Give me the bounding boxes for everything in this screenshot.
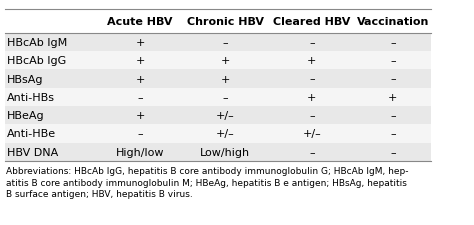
Text: +: + — [135, 56, 145, 66]
Text: +: + — [135, 38, 145, 48]
Text: –: – — [390, 147, 396, 157]
Text: –: – — [390, 129, 396, 139]
Text: –: – — [309, 147, 315, 157]
FancyBboxPatch shape — [5, 52, 431, 70]
Text: Abbreviations: HBcAb IgG, hepatitis B core antibody immunoglobulin G; HBcAb IgM,: Abbreviations: HBcAb IgG, hepatitis B co… — [6, 167, 408, 198]
Text: –: – — [390, 38, 396, 48]
Text: –: – — [137, 129, 143, 139]
Text: Vaccination: Vaccination — [357, 17, 429, 27]
FancyBboxPatch shape — [5, 143, 431, 161]
Text: –: – — [390, 56, 396, 66]
FancyBboxPatch shape — [5, 70, 431, 88]
Text: HBeAg: HBeAg — [7, 111, 45, 121]
Text: +: + — [135, 74, 145, 84]
Text: HBcAb IgG: HBcAb IgG — [7, 56, 66, 66]
Text: +: + — [307, 92, 317, 102]
Text: Acute HBV: Acute HBV — [107, 17, 173, 27]
Text: +/–: +/– — [302, 129, 321, 139]
Text: –: – — [137, 92, 143, 102]
Text: +/–: +/– — [216, 129, 235, 139]
Text: High/low: High/low — [116, 147, 164, 157]
Text: Cleared HBV: Cleared HBV — [273, 17, 351, 27]
Text: +: + — [388, 92, 398, 102]
Text: Low/high: Low/high — [201, 147, 250, 157]
Text: –: – — [309, 38, 315, 48]
Text: +: + — [221, 74, 230, 84]
FancyBboxPatch shape — [5, 10, 431, 34]
Text: +: + — [307, 56, 317, 66]
Text: Anti-HBs: Anti-HBs — [7, 92, 55, 102]
Text: –: – — [390, 111, 396, 121]
Text: HBcAb IgM: HBcAb IgM — [7, 38, 67, 48]
Text: +: + — [221, 56, 230, 66]
FancyBboxPatch shape — [5, 125, 431, 143]
FancyBboxPatch shape — [5, 88, 431, 106]
Text: –: – — [390, 74, 396, 84]
Text: –: – — [309, 74, 315, 84]
FancyBboxPatch shape — [5, 106, 431, 125]
Text: –: – — [309, 111, 315, 121]
Text: +: + — [135, 111, 145, 121]
Text: Chronic HBV: Chronic HBV — [187, 17, 264, 27]
Text: –: – — [223, 38, 228, 48]
Text: HBV DNA: HBV DNA — [7, 147, 58, 157]
FancyBboxPatch shape — [5, 34, 431, 52]
Text: HBsAg: HBsAg — [7, 74, 44, 84]
Text: +/–: +/– — [216, 111, 235, 121]
Text: –: – — [223, 92, 228, 102]
Text: Anti-HBe: Anti-HBe — [7, 129, 56, 139]
